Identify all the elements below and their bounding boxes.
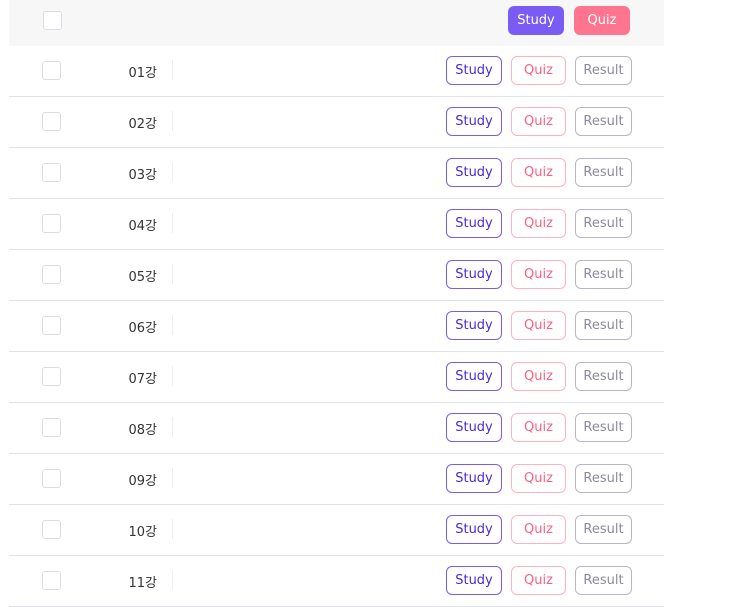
lecture-label: 02강 — [128, 113, 157, 132]
study-button[interactable]: Study — [446, 362, 502, 391]
divider — [172, 264, 173, 284]
divider — [172, 162, 173, 182]
lecture-label: 01강 — [128, 62, 157, 81]
study-button[interactable]: Study — [446, 413, 502, 442]
result-button[interactable]: Result — [575, 362, 632, 391]
quiz-button[interactable]: Quiz — [511, 464, 566, 493]
lecture-label: 06강 — [128, 317, 157, 336]
quiz-button[interactable]: Quiz — [511, 56, 566, 85]
result-button[interactable]: Result — [575, 56, 632, 85]
lecture-label: 07강 — [128, 368, 157, 387]
table-row: 01강 Study Quiz Result — [9, 46, 664, 97]
row-checkbox[interactable] — [42, 265, 61, 284]
table-row: 10강 Study Quiz Result — [9, 505, 664, 556]
study-button[interactable]: Study — [446, 158, 502, 187]
table-row: 11강 Study Quiz Result — [9, 556, 664, 607]
lecture-label: 08강 — [128, 419, 157, 438]
study-button[interactable]: Study — [446, 260, 502, 289]
table-row: 05강 Study Quiz Result — [9, 250, 664, 301]
row-checkbox[interactable] — [42, 571, 61, 590]
quiz-button[interactable]: Quiz — [511, 515, 566, 544]
table-row: 06강 Study Quiz Result — [9, 301, 664, 352]
row-checkbox[interactable] — [42, 367, 61, 386]
study-button[interactable]: Study — [446, 566, 502, 595]
quiz-button[interactable]: Quiz — [511, 413, 566, 442]
result-button[interactable]: Result — [575, 158, 632, 187]
study-button[interactable]: Study — [446, 464, 502, 493]
quiz-button[interactable]: Quiz — [511, 158, 566, 187]
bulk-study-button[interactable]: Study — [508, 6, 564, 35]
lecture-table: Study Quiz 01강 Study Quiz Result 02강 Stu… — [9, 0, 664, 607]
result-button[interactable]: Result — [575, 209, 632, 238]
row-checkbox[interactable] — [42, 418, 61, 437]
result-button[interactable]: Result — [575, 260, 632, 289]
result-button[interactable]: Result — [575, 107, 632, 136]
row-checkbox[interactable] — [42, 61, 61, 80]
table-row: 03강 Study Quiz Result — [9, 148, 664, 199]
lecture-label: 11강 — [128, 572, 157, 591]
divider — [172, 60, 173, 80]
result-button[interactable]: Result — [575, 566, 632, 595]
row-checkbox[interactable] — [42, 469, 61, 488]
result-button[interactable]: Result — [575, 515, 632, 544]
quiz-button[interactable]: Quiz — [511, 362, 566, 391]
table-row: 07강 Study Quiz Result — [9, 352, 664, 403]
lecture-label: 10강 — [128, 521, 157, 540]
study-button[interactable]: Study — [446, 56, 502, 85]
lecture-label: 05강 — [128, 266, 157, 285]
lecture-label: 04강 — [128, 215, 157, 234]
quiz-button[interactable]: Quiz — [511, 209, 566, 238]
quiz-button[interactable]: Quiz — [511, 311, 566, 340]
quiz-button[interactable]: Quiz — [511, 260, 566, 289]
divider — [172, 315, 173, 335]
row-checkbox[interactable] — [42, 316, 61, 335]
study-button[interactable]: Study — [446, 209, 502, 238]
study-button[interactable]: Study — [446, 107, 502, 136]
result-button[interactable]: Result — [575, 464, 632, 493]
divider — [172, 519, 173, 539]
table-row: 02강 Study Quiz Result — [9, 97, 664, 148]
table-row: 08강 Study Quiz Result — [9, 403, 664, 454]
study-button[interactable]: Study — [446, 515, 502, 544]
table-header: Study Quiz — [9, 0, 664, 46]
quiz-button[interactable]: Quiz — [511, 107, 566, 136]
divider — [172, 213, 173, 233]
result-button[interactable]: Result — [575, 413, 632, 442]
row-checkbox[interactable] — [42, 112, 61, 131]
row-checkbox[interactable] — [42, 520, 61, 539]
quiz-button[interactable]: Quiz — [511, 566, 566, 595]
lecture-label: 09강 — [128, 470, 157, 489]
divider — [172, 366, 173, 386]
divider — [172, 570, 173, 590]
table-row: 09강 Study Quiz Result — [9, 454, 664, 505]
divider — [172, 111, 173, 131]
table-row: 04강 Study Quiz Result — [9, 199, 664, 250]
select-all-checkbox[interactable] — [43, 11, 62, 30]
divider — [172, 417, 173, 437]
lecture-label: 03강 — [128, 164, 157, 183]
result-button[interactable]: Result — [575, 311, 632, 340]
row-checkbox[interactable] — [42, 163, 61, 182]
study-button[interactable]: Study — [446, 311, 502, 340]
divider — [172, 468, 173, 488]
bulk-quiz-button[interactable]: Quiz — [574, 6, 630, 35]
row-checkbox[interactable] — [42, 214, 61, 233]
